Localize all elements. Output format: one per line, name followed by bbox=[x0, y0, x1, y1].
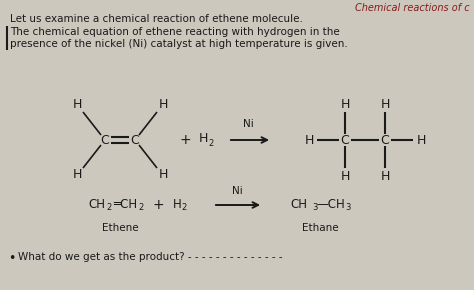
Text: H: H bbox=[340, 169, 350, 182]
Text: C: C bbox=[381, 133, 389, 146]
Text: H: H bbox=[304, 133, 314, 146]
Text: H: H bbox=[380, 97, 390, 110]
Text: 2: 2 bbox=[209, 139, 214, 148]
Text: 2: 2 bbox=[181, 204, 186, 213]
Text: Ni: Ni bbox=[232, 186, 242, 196]
Text: H: H bbox=[340, 97, 350, 110]
Text: —CH: —CH bbox=[316, 198, 345, 211]
Text: H: H bbox=[416, 133, 426, 146]
Text: 3: 3 bbox=[312, 204, 318, 213]
Text: C: C bbox=[131, 133, 139, 146]
Text: H: H bbox=[73, 99, 82, 111]
Text: H: H bbox=[158, 168, 168, 182]
Text: Ethene: Ethene bbox=[102, 223, 138, 233]
Text: Ethane: Ethane bbox=[301, 223, 338, 233]
Text: The chemical equation of ethene reacting with hydrogen in the: The chemical equation of ethene reacting… bbox=[10, 27, 340, 37]
Text: presence of the nickel (Ni) catalyst at high temperature is given.: presence of the nickel (Ni) catalyst at … bbox=[10, 39, 348, 49]
Text: What do we get as the product? - - - - - - - - - - - - - -: What do we get as the product? - - - - -… bbox=[18, 252, 283, 262]
Text: H: H bbox=[158, 99, 168, 111]
Text: CH: CH bbox=[88, 198, 105, 211]
Text: H: H bbox=[173, 198, 182, 211]
Text: +: + bbox=[179, 133, 191, 147]
Text: 2: 2 bbox=[138, 204, 143, 213]
Text: ═CH: ═CH bbox=[113, 198, 137, 211]
Text: H: H bbox=[380, 169, 390, 182]
Text: Ni: Ni bbox=[243, 119, 254, 129]
Text: 2: 2 bbox=[106, 204, 111, 213]
Text: •: • bbox=[8, 252, 15, 265]
Text: H: H bbox=[73, 168, 82, 182]
Text: Chemical reactions of c: Chemical reactions of c bbox=[356, 3, 470, 13]
Text: CH: CH bbox=[290, 198, 307, 211]
Text: H: H bbox=[198, 131, 208, 144]
Text: 3: 3 bbox=[345, 204, 350, 213]
Text: C: C bbox=[341, 133, 349, 146]
Text: Let us examine a chemical reaction of ethene molecule.: Let us examine a chemical reaction of et… bbox=[10, 14, 303, 24]
Text: +: + bbox=[152, 198, 164, 212]
Text: C: C bbox=[100, 133, 109, 146]
